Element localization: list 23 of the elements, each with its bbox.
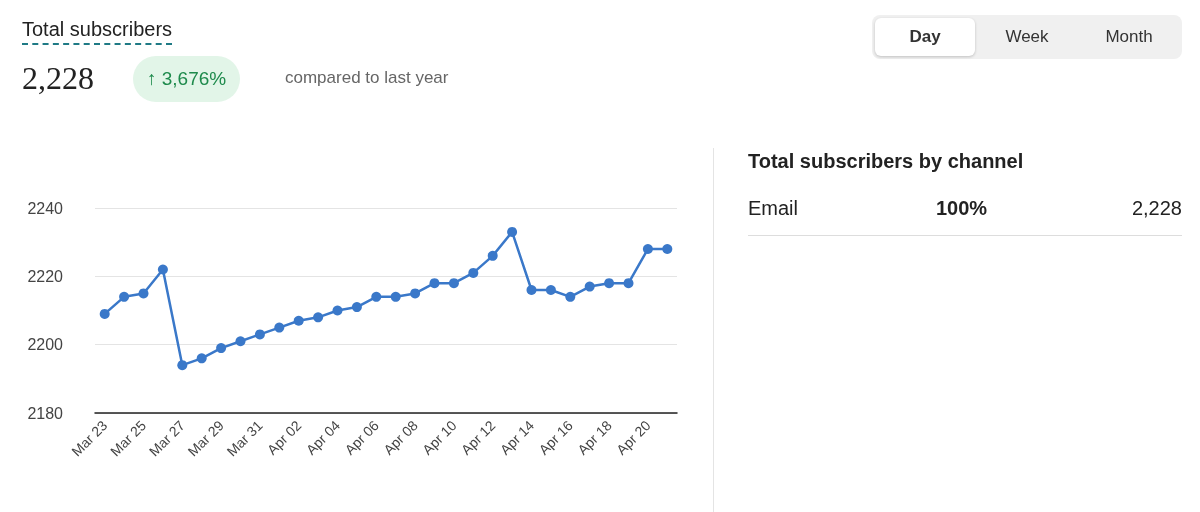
x-tick-label: Apr 02 (263, 417, 305, 458)
text: Total subscribers by channel (748, 150, 1025, 173)
text: 2,228 (22, 60, 94, 97)
x-tick-label: Apr 18 (574, 417, 615, 458)
y-tick-label: 2220 (27, 267, 64, 285)
text: Email (748, 197, 799, 220)
text: compared to last year (285, 68, 449, 88)
text: 100% (936, 197, 988, 220)
x-tick-label: Apr 14 (496, 417, 538, 458)
text: ↑ 3,676% (133, 56, 241, 102)
x-tick-label: Apr 10 (419, 417, 460, 458)
period-toggle: Day Week Month (872, 15, 1182, 59)
y-tick-label: 2240 (27, 199, 64, 217)
x-tick-label: Apr 12 (457, 417, 499, 458)
x-tick-label: Apr 06 (341, 417, 383, 458)
chart-title: Total subscribers (22, 18, 173, 45)
x-tick-label: Apr 04 (302, 417, 344, 458)
x-tick-label: Apr 16 (535, 417, 577, 458)
y-tick-label: 2180 (27, 404, 64, 422)
x-tick-label: Apr 08 (380, 417, 421, 458)
y-tick-label: 2200 (27, 336, 64, 354)
x-tick-label: Apr 20 (613, 417, 654, 458)
text: 2,228 (1131, 197, 1182, 220)
